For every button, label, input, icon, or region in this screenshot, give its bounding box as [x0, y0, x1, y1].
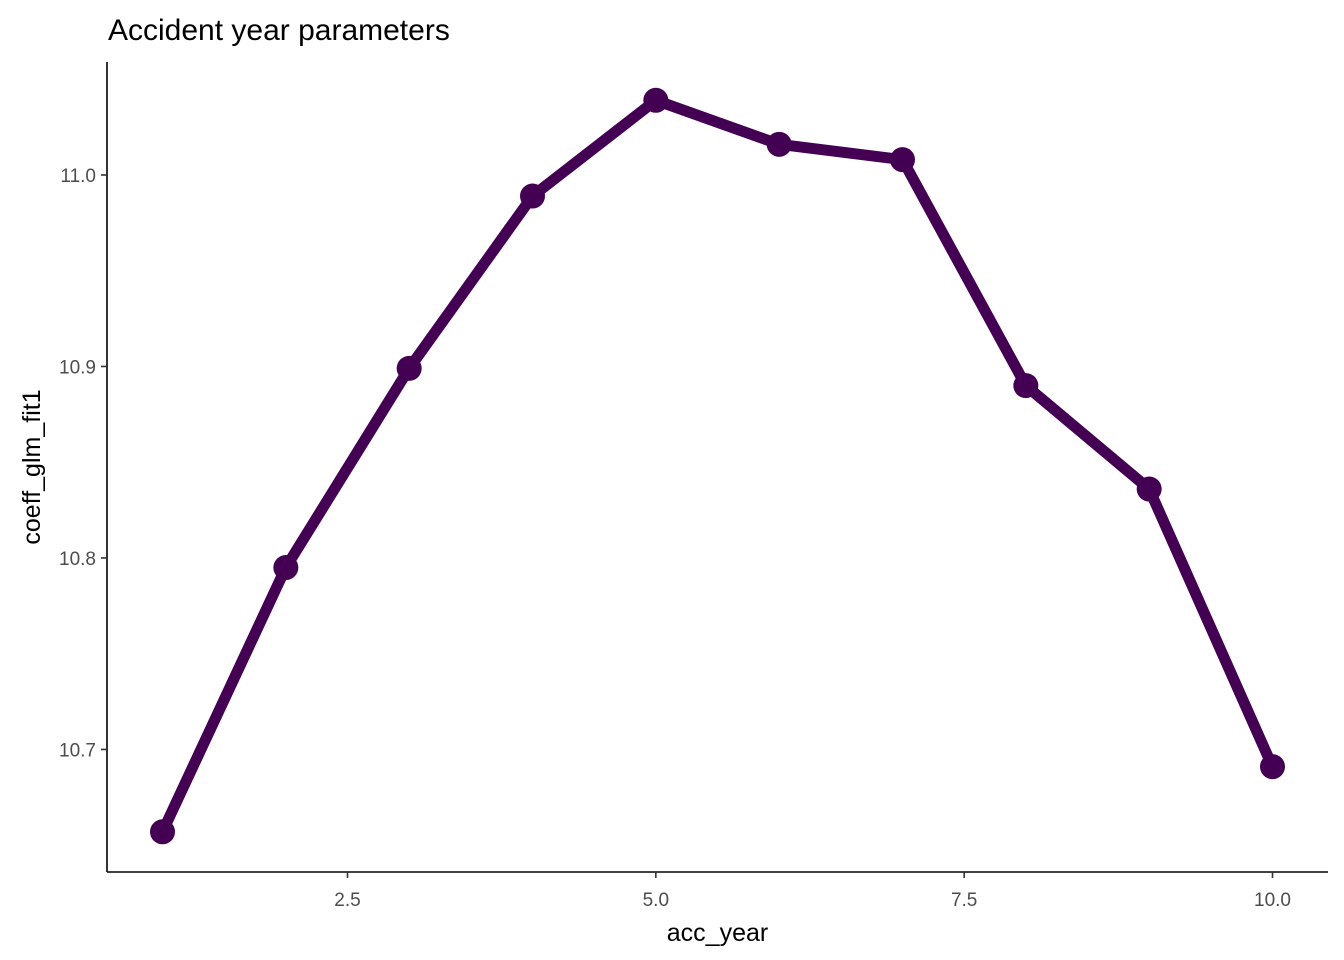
data-point [766, 131, 792, 157]
data-point [1136, 476, 1162, 502]
y-tick-label: 10.9 [59, 357, 96, 378]
x-tick-label: 10.0 [1254, 890, 1291, 911]
x-tick-label: 7.5 [951, 890, 977, 911]
data-point [1260, 754, 1285, 780]
data-point [520, 183, 545, 209]
x-tick-label: 2.5 [334, 890, 360, 911]
data-point [150, 819, 175, 845]
x-tick-label: 5.0 [643, 890, 669, 911]
data-point [1013, 373, 1039, 399]
series-group [150, 87, 1285, 845]
y-tick-label: 10.8 [59, 549, 96, 570]
x-axis-ticks: 2.5 5.0 7.5 10.0 [334, 872, 1291, 911]
y-axis-ticks: 10.7 10.8 10.9 11.0 [59, 166, 107, 761]
data-point [396, 355, 422, 381]
data-point [890, 147, 915, 173]
series-line [157, 94, 1278, 838]
data-point [273, 555, 299, 581]
y-tick-label: 11.0 [60, 166, 96, 187]
y-axis-title: coeff_glm_fit1 [18, 389, 46, 544]
chart-title: Accident year parameters [108, 14, 450, 47]
data-point [643, 87, 669, 113]
x-axis-title: acc_year [667, 919, 768, 947]
plot-axes [106, 62, 1328, 873]
y-tick-label: 10.7 [59, 740, 96, 761]
